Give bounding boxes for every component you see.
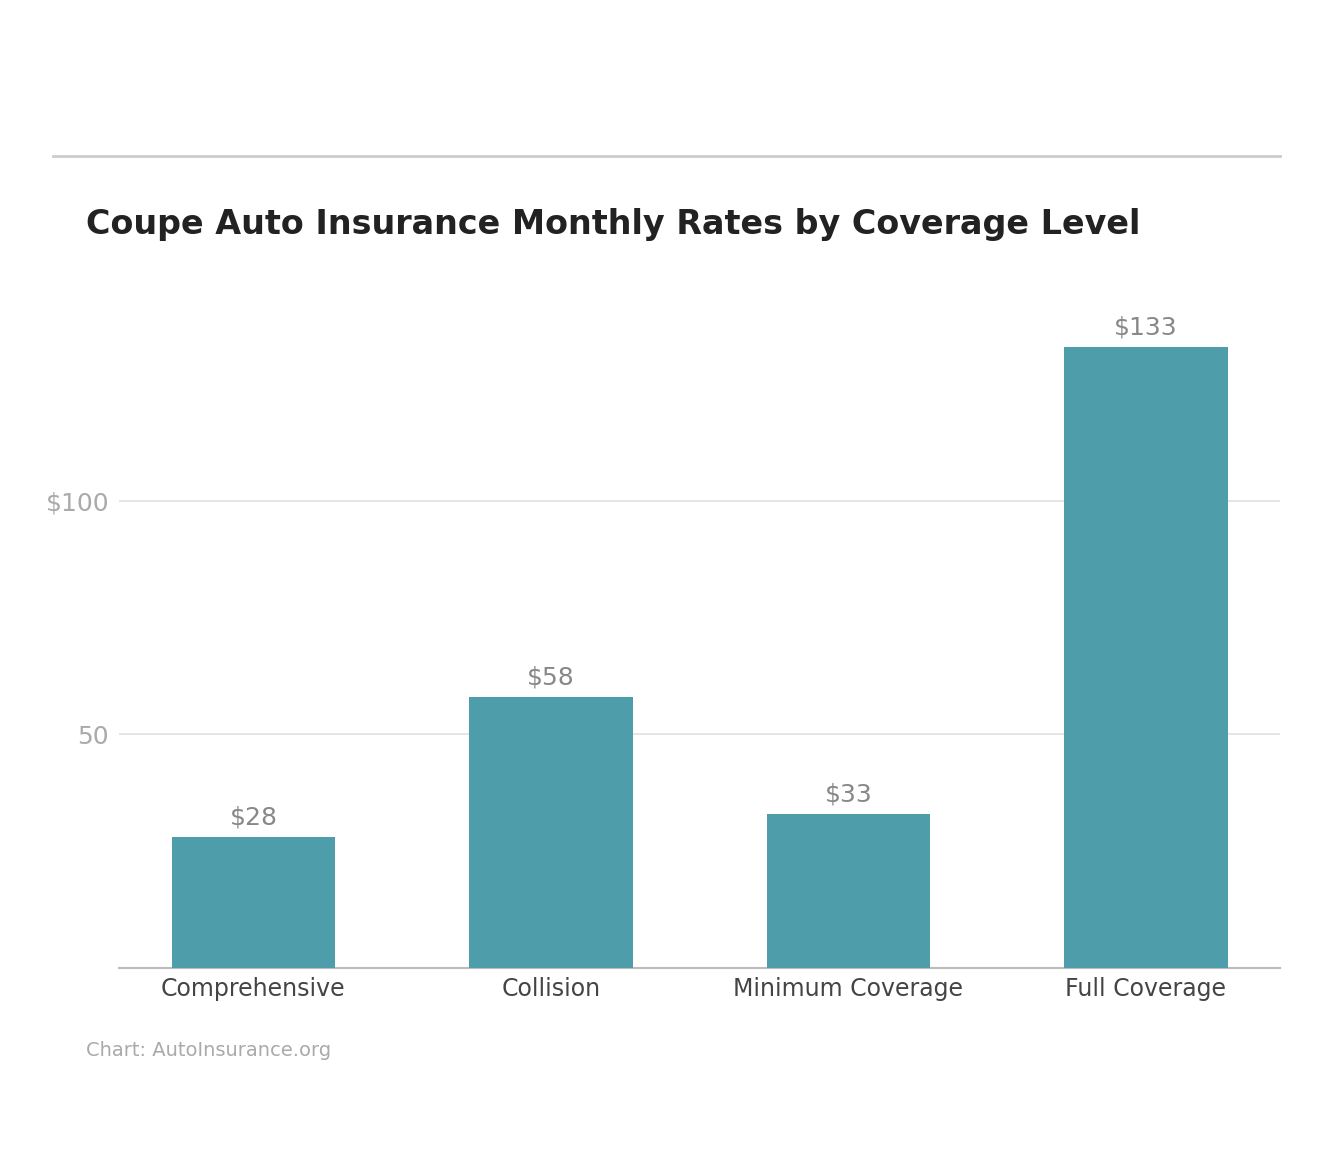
Text: $28: $28 [230,806,277,829]
Bar [172,836,335,968]
Bar [469,697,632,968]
Text: Chart: AutoInsurance.org: Chart: AutoInsurance.org [86,1041,331,1060]
Text: $33: $33 [825,782,873,806]
Bar [1064,347,1228,968]
Text: $133: $133 [1114,316,1177,340]
Text: Coupe Auto Insurance Monthly Rates by Coverage Level: Coupe Auto Insurance Monthly Rates by Co… [86,209,1140,241]
Bar [767,813,931,968]
Text: $58: $58 [527,666,574,690]
